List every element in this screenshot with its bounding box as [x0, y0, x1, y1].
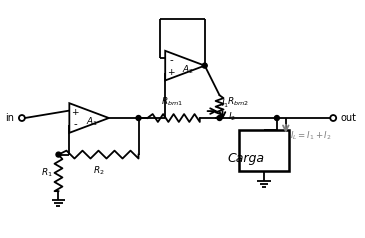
Text: $R_{bm1}$: $R_{bm1}$: [161, 96, 182, 108]
Text: $R_{bm2}$: $R_{bm2}$: [227, 95, 249, 108]
Bar: [239, 130, 289, 171]
Text: $I_L = I_1 + I_2$: $I_L = I_1 + I_2$: [290, 129, 331, 142]
Text: $I_1$: $I_1$: [220, 98, 229, 110]
Circle shape: [274, 115, 279, 120]
Text: $A_1$: $A_1$: [86, 116, 98, 128]
Text: $A_2$: $A_2$: [182, 63, 194, 76]
Text: Carga: Carga: [227, 152, 265, 165]
Circle shape: [56, 152, 61, 157]
Text: $R_1$: $R_1$: [41, 167, 53, 179]
Text: in: in: [5, 113, 14, 123]
Text: -: -: [73, 119, 77, 129]
Text: +: +: [168, 68, 175, 77]
Text: +: +: [72, 108, 79, 117]
Circle shape: [217, 115, 222, 120]
Text: -: -: [169, 55, 173, 65]
Text: $R_2$: $R_2$: [93, 164, 104, 177]
Text: $I_2$: $I_2$: [228, 110, 237, 123]
Circle shape: [202, 63, 207, 68]
Text: out: out: [340, 113, 356, 123]
Circle shape: [136, 115, 141, 120]
